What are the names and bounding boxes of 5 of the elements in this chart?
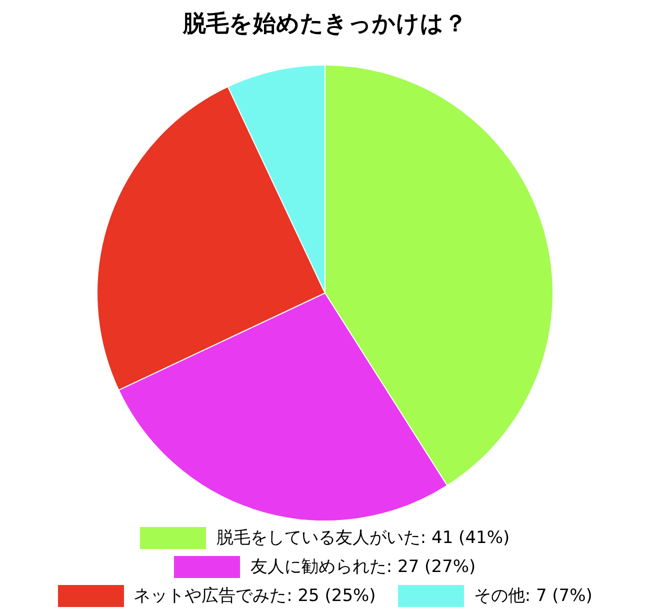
chart-title: 脱毛を始めたきっかけは？ — [182, 10, 468, 39]
legend-label: ネットや広告でみた: 25 (25%) — [134, 585, 376, 607]
legend-label: 脱毛をしている友人がいた: 41 (41%) — [216, 527, 510, 549]
legend-label: その他: 7 (7%) — [474, 585, 592, 607]
legend-label: 友人に勧められた: 27 (27%) — [250, 556, 476, 578]
